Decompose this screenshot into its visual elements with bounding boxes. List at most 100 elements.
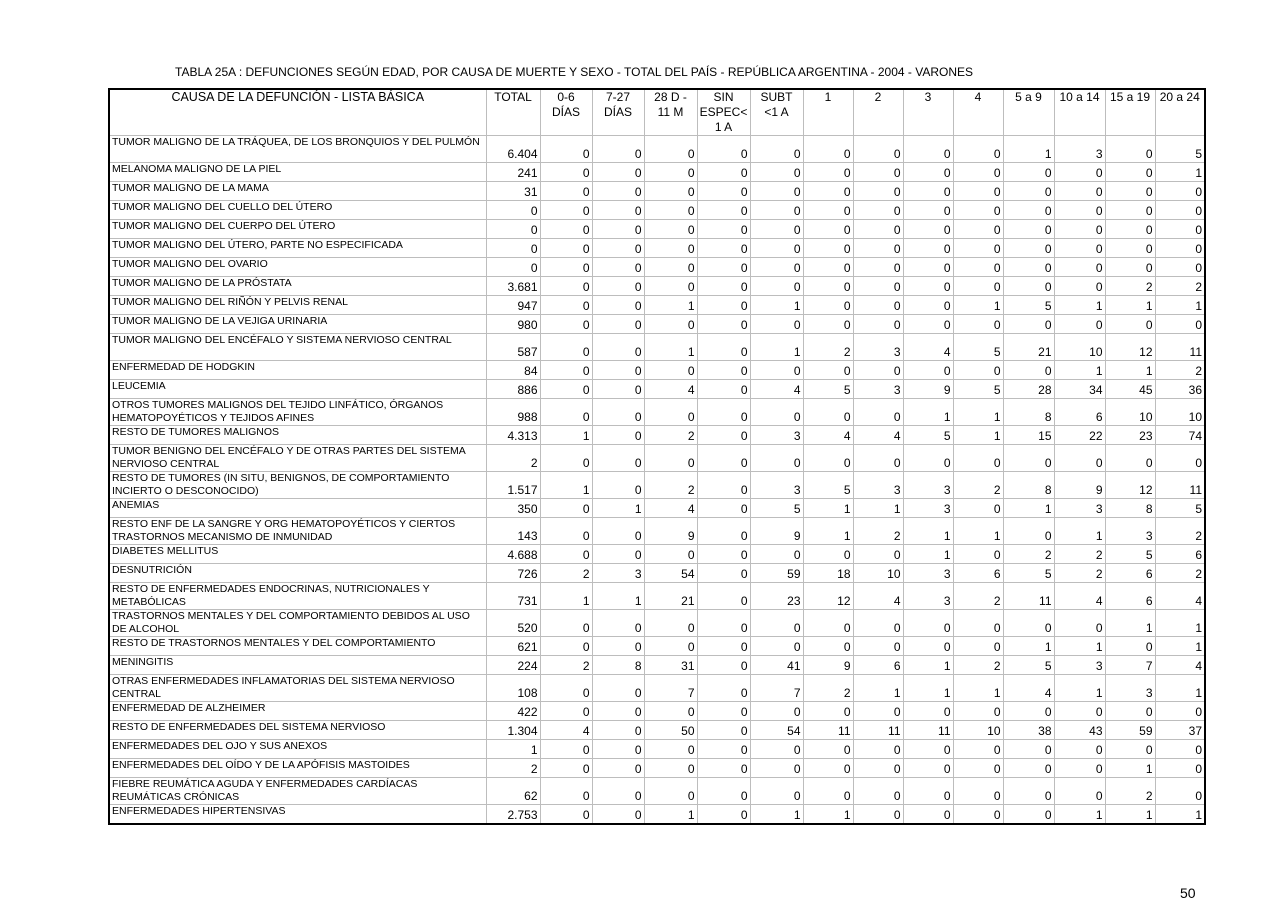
- value-cell: 0: [852, 360, 904, 380]
- value-cell: 3: [852, 333, 904, 361]
- value-cell: 4: [1154, 582, 1206, 610]
- column-header: 5 a 9: [1002, 88, 1055, 136]
- value-cell: 5: [1002, 295, 1055, 315]
- value-cell: 1: [1002, 135, 1055, 163]
- column-header: 1: [802, 88, 854, 136]
- value-cell: 0: [591, 295, 645, 315]
- value-cell: 6: [1104, 582, 1156, 610]
- value-cell: 11: [802, 720, 854, 740]
- value-cell: 0: [643, 758, 698, 778]
- value-cell: 0: [539, 333, 593, 361]
- cause-cell: ENFERMEDADES DEL OJO Y SUS ANEXOS: [108, 739, 487, 759]
- table-row: MELANOMA MALIGNO DE LA PIEL 241 0 0 0 0 0 0 0 0 0 0…: [108, 162, 1206, 182]
- value-cell: 3: [591, 563, 645, 583]
- value-cell: 5: [1154, 498, 1206, 518]
- cause-cell: DESNUTRICIÓN: [108, 563, 487, 583]
- value-cell: 9: [1053, 471, 1106, 499]
- column-header: 28 D - 11 M: [643, 88, 698, 136]
- value-cell: 0: [1053, 181, 1106, 201]
- value-cell: 0: [1154, 314, 1206, 334]
- value-cell: 0: [591, 398, 645, 426]
- value-cell: 0: [539, 674, 593, 702]
- value-cell: 0: [749, 636, 804, 656]
- value-cell: 0: [802, 701, 854, 721]
- value-cell: 0: [696, 655, 751, 675]
- value-cell: 0: [643, 276, 698, 296]
- value-cell: 0: [1002, 162, 1055, 182]
- value-cell: 0: [1053, 219, 1106, 239]
- value-cell: 0: [802, 162, 854, 182]
- value-cell: 0: [852, 181, 904, 201]
- value-cell: 1: [539, 582, 593, 610]
- value-cell: 5: [952, 379, 1004, 399]
- total-cell: 726: [485, 563, 541, 583]
- value-cell: 0: [902, 636, 954, 656]
- value-cell: 0: [643, 200, 698, 220]
- value-cell: 0: [1053, 200, 1106, 220]
- value-cell: 0: [952, 162, 1004, 182]
- value-cell: 0: [802, 200, 854, 220]
- value-cell: 0: [696, 498, 751, 518]
- cause-cell: ENFERMEDADES HIPERTENSIVAS: [108, 804, 487, 825]
- value-cell: 0: [749, 701, 804, 721]
- value-cell: 0: [1002, 804, 1055, 825]
- value-cell: 0: [591, 135, 645, 163]
- cause-cell: TUMOR MALIGNO DEL RIÑÓN Y PELVIS RENAL: [108, 295, 487, 315]
- table-row: ENFERMEDADES DEL OJO Y SUS ANEXOS 1 0 0 0 0 0 0…: [108, 739, 1206, 759]
- value-cell: 34: [1053, 379, 1106, 399]
- value-cell: 9: [802, 655, 854, 675]
- value-cell: 7: [1104, 655, 1156, 675]
- value-cell: 2: [1104, 777, 1156, 805]
- value-cell: 0: [749, 314, 804, 334]
- value-cell: 0: [591, 276, 645, 296]
- table-row: TUMOR MALIGNO DEL OVARIO 0 0 0 0 0 0 0 0 0 0 0 0 0 0: [108, 257, 1206, 277]
- value-cell: 0: [643, 701, 698, 721]
- cause-cell: TUMOR MALIGNO DE LA TRÁQUEA, DE LOS BRON…: [108, 135, 487, 163]
- value-cell: 0: [852, 295, 904, 315]
- value-cell: 0: [1154, 701, 1206, 721]
- value-cell: 0: [952, 276, 1004, 296]
- table-header-row: CAUSA DE LA DEFUNCIÓN - LISTA BÁSICA TOTA…: [108, 88, 1206, 136]
- value-cell: 3: [852, 379, 904, 399]
- table-row: TUMOR MALIGNO DEL ÚTERO, PARTE NO ESPECI…: [108, 238, 1206, 258]
- value-cell: 4: [902, 333, 954, 361]
- cause-cell: FIEBRE REUMÁTICA AGUDA Y ENFERMEDADES CA…: [108, 777, 487, 805]
- total-cell: 947: [485, 295, 541, 315]
- value-cell: 0: [802, 739, 854, 759]
- value-cell: 10: [1053, 333, 1106, 361]
- cause-cell: MELANOMA MALIGNO DE LA PIEL: [108, 162, 487, 182]
- value-cell: 0: [696, 276, 751, 296]
- value-cell: 8: [1002, 398, 1055, 426]
- value-cell: 0: [1053, 238, 1106, 258]
- cause-cell: TUMOR MALIGNO DE LA MAMA: [108, 181, 487, 201]
- total-cell: 0: [485, 238, 541, 258]
- value-cell: 0: [696, 238, 751, 258]
- value-cell: 0: [1154, 219, 1206, 239]
- value-cell: 1: [952, 674, 1004, 702]
- value-cell: 0: [643, 544, 698, 564]
- value-cell: 0: [1104, 238, 1156, 258]
- value-cell: 0: [1002, 444, 1055, 472]
- value-cell: 10: [852, 563, 904, 583]
- value-cell: 0: [643, 636, 698, 656]
- total-cell: 1.304: [485, 720, 541, 740]
- value-cell: 0: [696, 636, 751, 656]
- column-header: 7-27 DÍAS: [591, 88, 645, 136]
- value-cell: 1: [1154, 674, 1206, 702]
- total-cell: 520: [485, 609, 541, 637]
- value-cell: 5: [952, 333, 1004, 361]
- value-cell: 0: [1002, 609, 1055, 637]
- value-cell: 3: [902, 582, 954, 610]
- value-cell: 7: [749, 674, 804, 702]
- value-cell: 0: [1002, 238, 1055, 258]
- value-cell: 0: [1154, 257, 1206, 277]
- table-row: TUMOR MALIGNO DE LA VEJIGA URINARIA 980 0 0…: [108, 314, 1206, 334]
- value-cell: 0: [749, 135, 804, 163]
- value-cell: 2: [1154, 517, 1206, 545]
- total-cell: 143: [485, 517, 541, 545]
- value-cell: 0: [1154, 238, 1206, 258]
- value-cell: 0: [1002, 200, 1055, 220]
- value-cell: 8: [591, 655, 645, 675]
- total-cell: 4.688: [485, 544, 541, 564]
- value-cell: 0: [696, 739, 751, 759]
